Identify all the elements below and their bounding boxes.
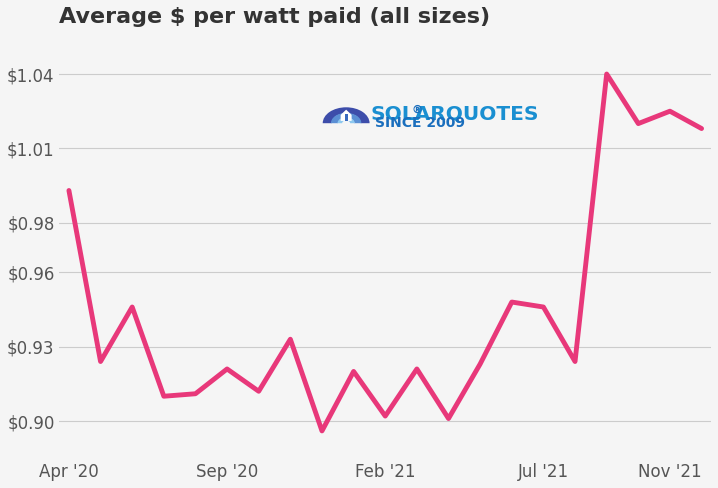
Wedge shape: [322, 107, 370, 123]
Wedge shape: [331, 113, 361, 123]
Wedge shape: [337, 117, 355, 123]
Text: SINCE 2009: SINCE 2009: [375, 116, 465, 130]
Polygon shape: [340, 110, 352, 121]
Text: Average $ per watt paid (all sizes): Average $ per watt paid (all sizes): [60, 7, 490, 27]
Text: ®: ®: [411, 105, 422, 115]
Polygon shape: [345, 114, 348, 121]
Text: SOLARQUOTES: SOLARQUOTES: [370, 105, 539, 124]
